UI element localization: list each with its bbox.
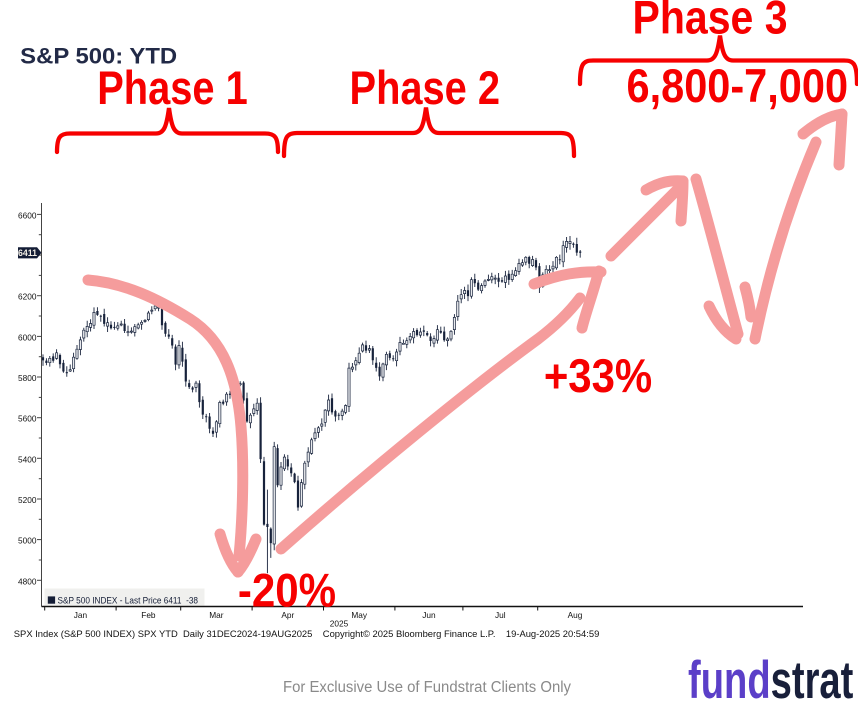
svg-text:4800: 4800 [18, 576, 37, 586]
svg-text:5200: 5200 [18, 495, 37, 505]
svg-text:6200: 6200 [18, 292, 37, 302]
svg-text:6600: 6600 [18, 210, 37, 220]
svg-text:Jul: Jul [495, 610, 506, 620]
svg-text:S&P 500 INDEX - Last Price 641: S&P 500 INDEX - Last Price 6411 -38 [58, 596, 199, 606]
svg-text:2025: 2025 [330, 619, 349, 629]
svg-text:6411: 6411 [18, 248, 37, 258]
svg-text:S&P 500: YTD: S&P 500: YTD [20, 43, 177, 68]
svg-text:-20%: -20% [238, 566, 336, 618]
svg-text:Feb: Feb [141, 610, 156, 620]
svg-text:For Exclusive Use of Fundstrat: For Exclusive Use of Fundstrat Clients O… [283, 679, 571, 696]
svg-text:Jun: Jun [422, 610, 436, 620]
svg-text:Phase 2: Phase 2 [350, 63, 501, 115]
svg-text:5000: 5000 [18, 536, 37, 546]
svg-text:Phase 3: Phase 3 [632, 0, 787, 44]
svg-text:Phase 1: Phase 1 [97, 63, 248, 115]
svg-text:Apr: Apr [281, 610, 294, 620]
svg-text:Jan: Jan [74, 610, 88, 620]
svg-text:fundstrat: fundstrat [688, 650, 853, 703]
svg-text:Aug: Aug [568, 610, 583, 620]
svg-text:6000: 6000 [18, 332, 37, 342]
svg-text:5800: 5800 [18, 373, 37, 383]
svg-text:Mar: Mar [209, 610, 224, 620]
svg-text:6,800-7,000: 6,800-7,000 [627, 61, 849, 113]
svg-text:5400: 5400 [18, 454, 37, 464]
svg-text:+33%: +33% [544, 351, 652, 403]
svg-text:May: May [351, 610, 368, 620]
svg-text:SPX Index (S&P 500 INDEX) SPX: SPX Index (S&P 500 INDEX) SPX YTD Daily … [14, 628, 600, 639]
svg-text:5600: 5600 [18, 414, 37, 424]
